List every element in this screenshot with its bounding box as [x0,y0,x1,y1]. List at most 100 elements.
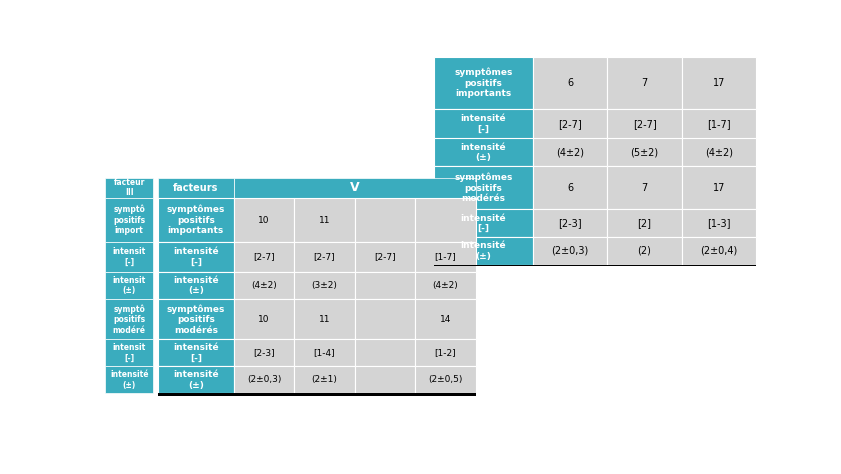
Bar [105,272,153,300]
Bar [682,138,756,166]
Bar [607,237,682,265]
Text: 14: 14 [440,315,451,324]
Text: 6: 6 [567,78,574,88]
Text: [2]: [2] [637,218,652,228]
Bar [234,272,294,300]
Text: intensit
[-]: intensit [-] [113,247,145,267]
Text: intensité
(±): intensité (±) [461,143,506,162]
Text: facteur
III: facteur III [114,178,145,198]
Text: symptômes
positifs
importants: symptômes positifs importants [167,205,225,235]
Bar [105,300,153,339]
Bar [158,393,475,396]
Bar [355,300,415,339]
Bar [415,366,475,393]
Text: intensité
(±): intensité (±) [173,370,219,390]
Bar [607,57,682,109]
Bar [294,339,355,366]
Text: [2-7]: [2-7] [374,253,396,262]
Text: (3±2): (3±2) [311,281,337,290]
Bar [158,272,234,300]
Text: intensit
[-]: intensit [-] [113,343,145,363]
Text: intensité
(±): intensité (±) [173,276,219,295]
Text: [2-3]: [2-3] [558,218,582,228]
Bar [105,339,153,366]
Text: 7: 7 [642,78,648,88]
Text: 17: 17 [712,78,725,88]
Text: 6: 6 [567,183,574,193]
Text: (2±1): (2±1) [311,375,337,384]
Bar [434,237,533,265]
Bar [355,339,415,366]
Bar [682,57,756,109]
Bar [434,57,533,109]
Bar [682,109,756,138]
Text: 11: 11 [319,216,331,225]
Text: intensité
[-]: intensité [-] [173,343,219,363]
Bar [533,166,607,210]
Text: (4±2): (4±2) [251,281,277,290]
Bar [158,366,234,393]
Bar [105,198,153,242]
Bar [533,57,607,109]
Text: intensité
[-]: intensité [-] [173,247,219,267]
Bar [294,300,355,339]
Text: (5±2): (5±2) [631,147,659,157]
Bar [533,109,607,138]
Bar [434,166,533,210]
Text: (2±0,3): (2±0,3) [246,375,281,384]
Bar [158,198,234,242]
Text: [1-7]: [1-7] [435,253,456,262]
Text: symptômes
positifs
importants: symptômes positifs importants [454,68,512,98]
Bar [607,166,682,210]
Bar [158,300,234,339]
Bar [294,272,355,300]
Bar [682,166,756,210]
Text: 11: 11 [319,315,331,324]
Bar [234,178,475,198]
Bar [105,366,153,393]
Text: [1-7]: [1-7] [707,119,731,129]
Bar [533,138,607,166]
Text: (2±0,5): (2±0,5) [428,375,463,384]
Text: [2-7]: [2-7] [314,253,336,262]
Text: [2-7]: [2-7] [632,119,656,129]
Bar [415,272,475,300]
Text: [1-2]: [1-2] [435,348,456,357]
Bar [294,198,355,242]
Text: (4±2): (4±2) [556,147,584,157]
Text: 17: 17 [712,183,725,193]
Bar [158,339,234,366]
Bar [105,178,153,198]
Bar [434,138,533,166]
Text: symptô
positifs
modéré: symptô positifs modéré [113,304,145,335]
Bar [415,300,475,339]
Text: [2-3]: [2-3] [253,348,275,357]
Text: symptô
positifs
import: symptô positifs import [113,205,145,235]
Bar [355,366,415,393]
Text: intensité
(±): intensité (±) [110,370,148,390]
Text: (2±0,3): (2±0,3) [552,246,589,256]
Bar [234,242,294,272]
Text: [1-3]: [1-3] [707,218,731,228]
Text: (4±2): (4±2) [705,147,733,157]
Text: (4±2): (4±2) [432,281,458,290]
Bar [415,242,475,272]
Bar [355,198,415,242]
Text: [1-4]: [1-4] [314,348,336,357]
Bar [158,178,234,198]
Bar [234,198,294,242]
Bar [234,339,294,366]
Text: (2): (2) [637,246,652,256]
Bar [434,265,756,266]
Text: [2-7]: [2-7] [558,119,582,129]
Bar [105,242,153,272]
Bar [415,339,475,366]
Text: intensit
(±): intensit (±) [113,276,145,295]
Text: (2±0,4): (2±0,4) [701,246,738,256]
Text: symptômes
positifs
modérés: symptômes positifs modérés [454,173,512,203]
Bar [607,210,682,237]
Bar [533,237,607,265]
Bar [234,366,294,393]
Bar [682,237,756,265]
Text: [2-7]: [2-7] [253,253,275,262]
